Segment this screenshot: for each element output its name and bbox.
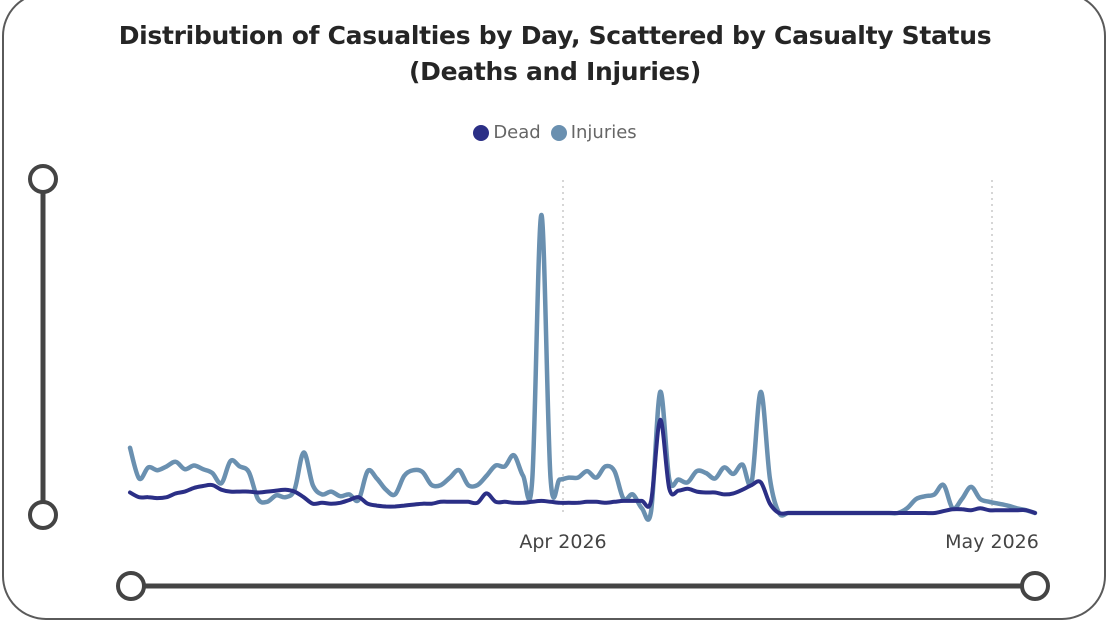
legend-label-dead: Dead — [493, 122, 541, 143]
series-lines — [127, 212, 1038, 522]
timeline-slider-start-handle[interactable] — [116, 571, 146, 601]
legend-item-injuries[interactable]: Injuries — [550, 122, 637, 143]
series-line-injuries[interactable] — [127, 212, 1038, 522]
legend-label-injuries: Injuries — [570, 122, 637, 143]
chart-legend: Dead Injuries — [0, 122, 1110, 143]
legend-swatch-dead — [473, 124, 490, 141]
legend-item-dead[interactable]: Dead — [473, 122, 541, 143]
x-tick-apr-2026: Apr 2026 — [519, 531, 606, 553]
vertical-slider-top-handle[interactable] — [28, 164, 58, 194]
chart-title: Distribution of Casualties by Day, Scatt… — [0, 18, 1110, 90]
x-tick-may-2026: May 2026 — [945, 531, 1039, 553]
series-line-dead[interactable] — [128, 417, 1037, 516]
month-gridlines — [562, 180, 993, 515]
chart-title-line1: Distribution of Casualties by Day, Scatt… — [118, 21, 992, 50]
chart-title-line2: (Deaths and Injuries) — [409, 57, 701, 86]
timeline-slider-end-handle[interactable] — [1020, 571, 1050, 601]
timeline-slider[interactable] — [116, 571, 1050, 601]
vertical-zoom-slider[interactable] — [28, 164, 58, 530]
legend-swatch-injuries — [550, 124, 567, 141]
vertical-slider-bottom-handle[interactable] — [28, 500, 58, 530]
